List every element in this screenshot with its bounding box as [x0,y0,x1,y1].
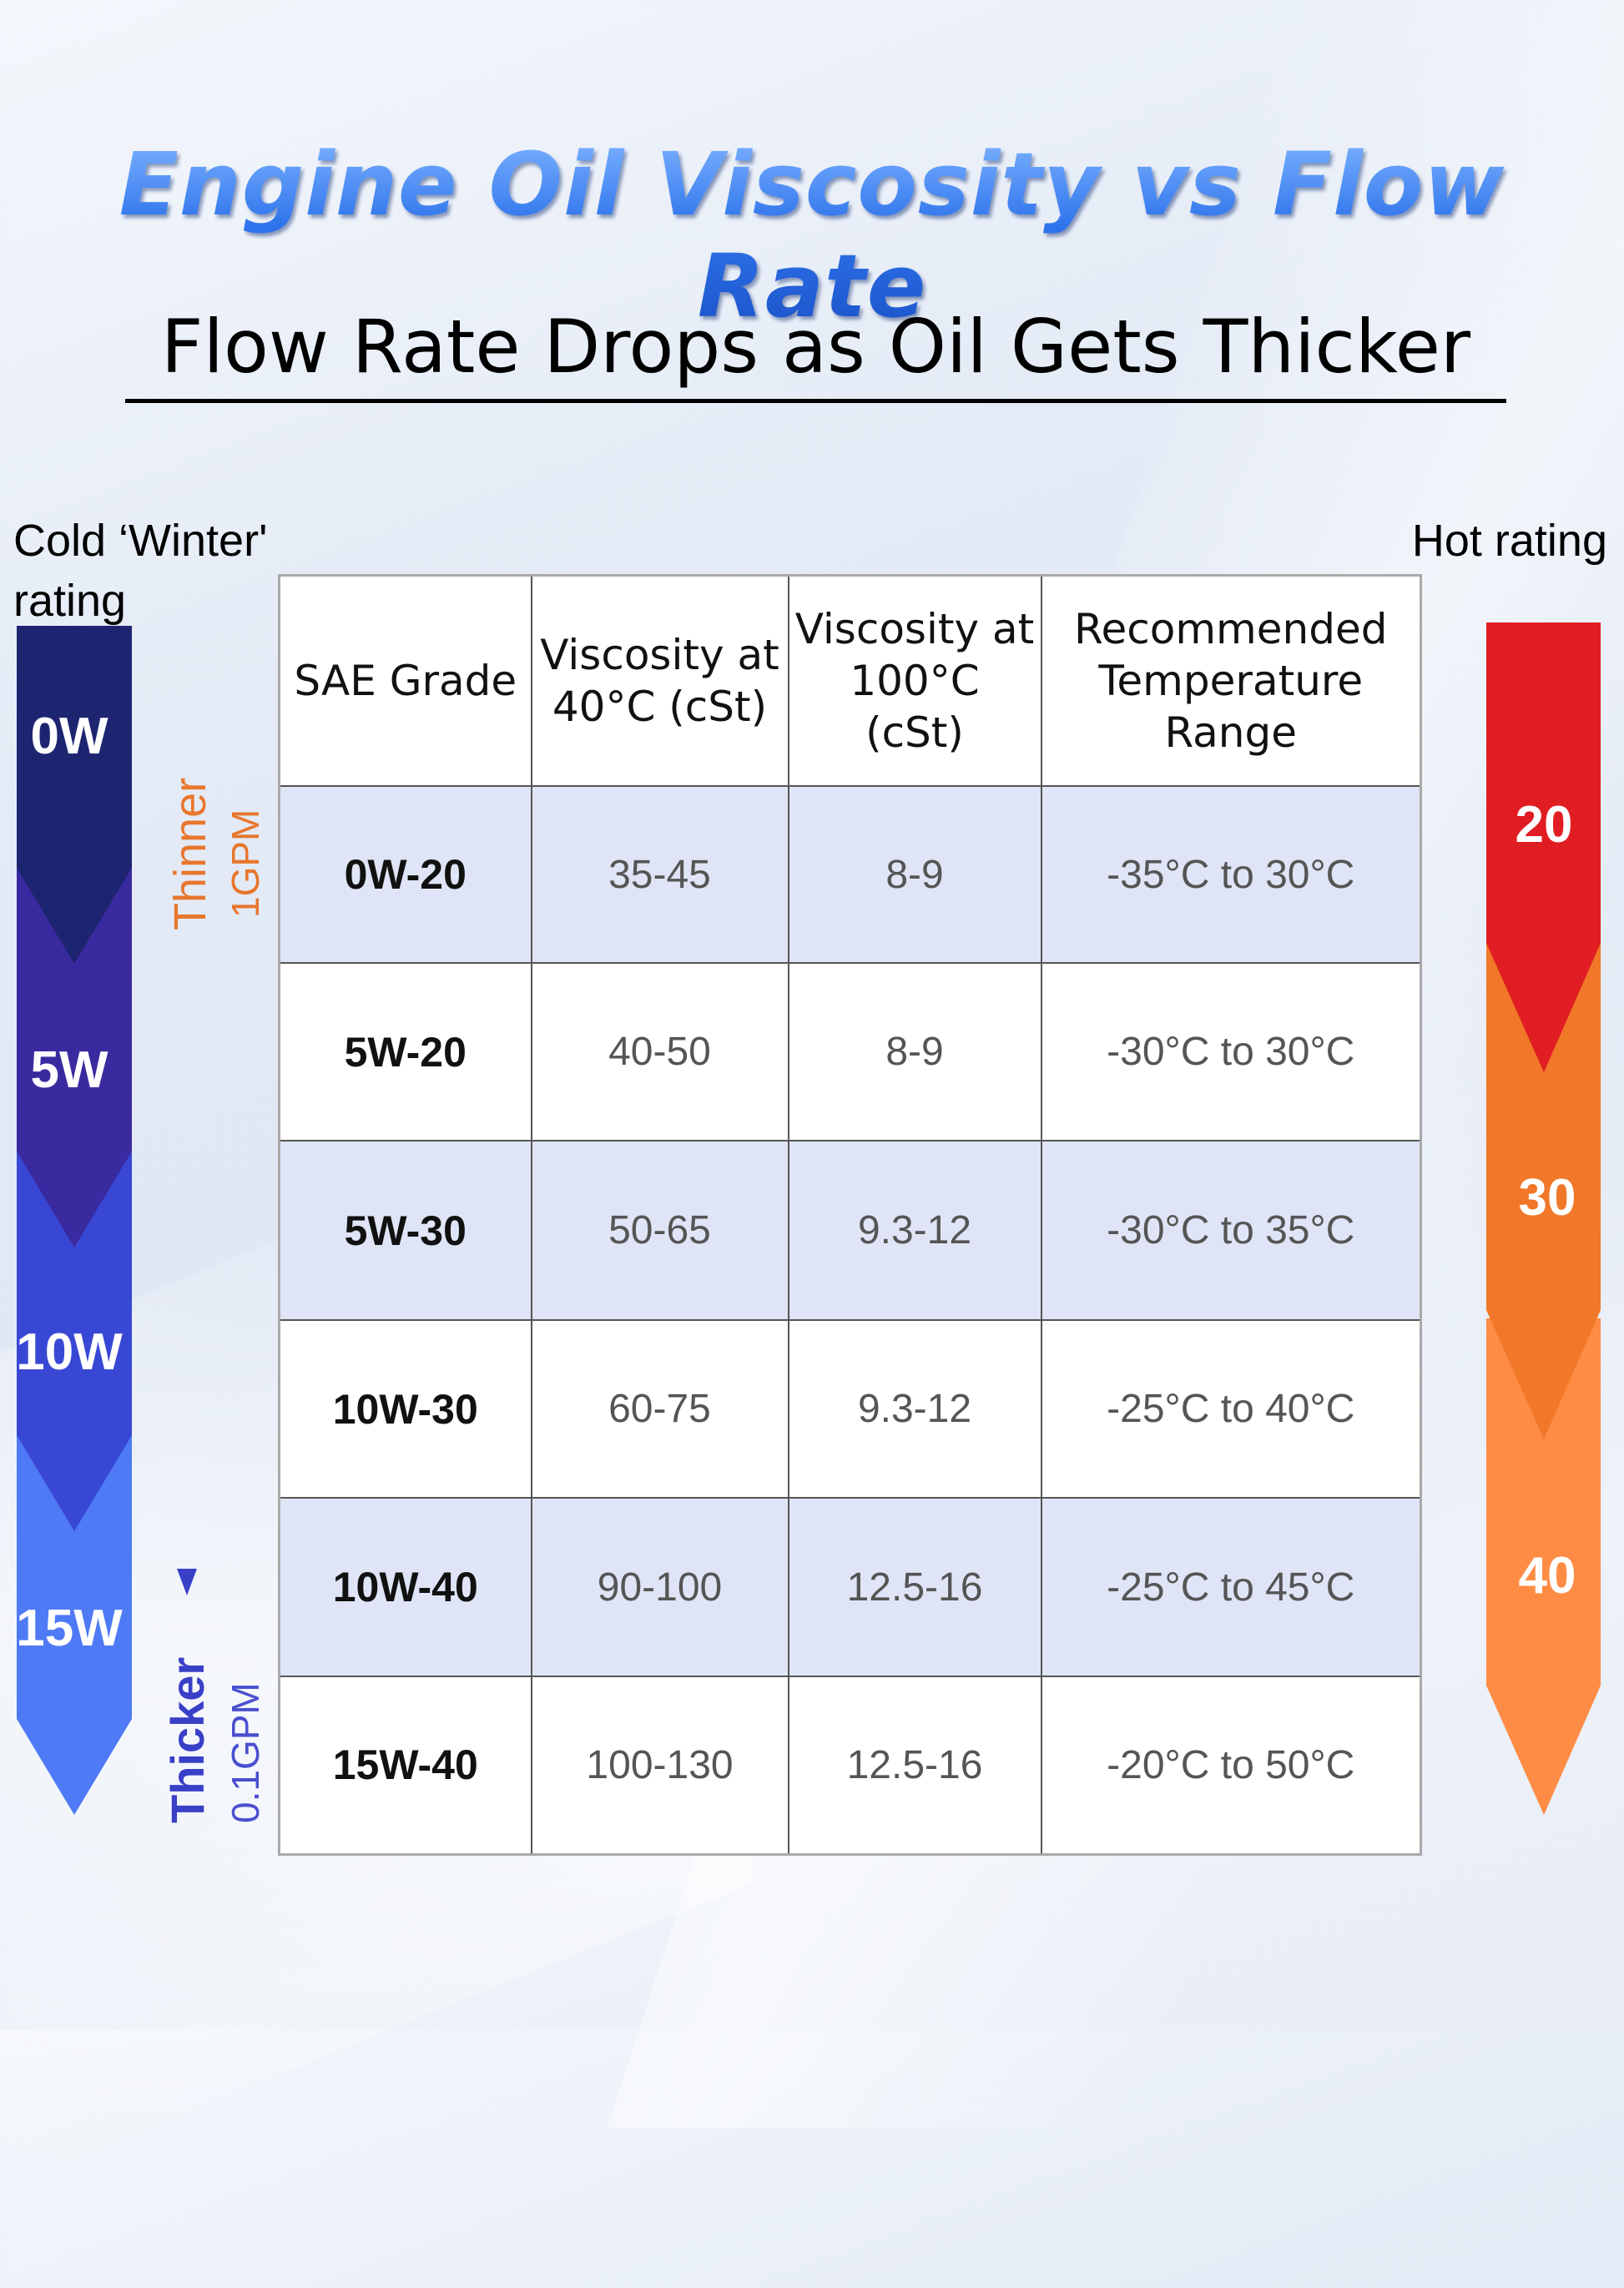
table-header-row: SAE Grade Viscosity at 40°C (cSt) Viscos… [278,574,1422,787]
cold-grade-label: 5W [31,1041,108,1099]
viscosity-40-cell: 60-75 [530,1319,789,1499]
temperature-range-cell: -35°C to 30°C [1040,785,1422,964]
hot-segment-20 [1486,622,1601,1072]
viscosity-100-cell: 9.3-12 [787,1140,1042,1321]
cold-segment-15w [17,1419,132,1815]
hot-grade-label: 40 [1519,1547,1576,1605]
cold-grade-label: 15W [16,1600,123,1657]
viscosity-100-cell: 12.5-16 [787,1497,1042,1677]
viscosity-40-cell: 50-65 [530,1140,789,1321]
hot-rating-arrow: 20 30 40 [1486,622,1601,1815]
thinner-rate: 1GPM [224,809,267,918]
temperature-range-cell: -20°C to 50°C [1040,1676,1422,1855]
thinner-label: Thinner [165,778,215,930]
subtitle: Flow Rate Drops as Oil Gets Thicker [125,300,1506,403]
temperature-range-cell: -30°C to 35°C [1040,1140,1422,1321]
hot-rating-label: Hot rating [1411,516,1607,566]
cold-grade-label: 10W [16,1323,123,1381]
thicker-label: Thicker [161,1657,214,1823]
flow-indicator: Thinner 1GPM Thicker 0.1GPM [161,778,267,1823]
hot-segment-30 [1486,943,1601,1439]
viscosity-40-cell: 40-50 [530,962,789,1141]
hot-segment-40 [1486,1318,1601,1815]
table-row: 0W-20 35-45 8-9 -35°C to 30°C [278,785,1422,964]
cold-segment-5w [17,868,132,1247]
sae-grade-cell: 10W-30 [278,1319,532,1499]
viscosity-100-cell: 8-9 [787,785,1042,964]
temperature-range-cell: -25°C to 40°C [1040,1319,1422,1499]
main-title: Engine Oil Viscosity vs Flow Rate [0,134,1624,337]
cold-segment-0w [17,626,132,964]
rating-arrows: 0W 5W 10W 15W Thinner 1GPM Thicker 0.1GP… [16,622,1601,1823]
sae-grade-cell: 15W-40 [278,1676,532,1855]
header-temperature-range: Recommended Temperature Range [1040,574,1422,787]
header-sae-grade: SAE Grade [278,574,532,787]
header-viscosity-40: Viscosity at 40°C (cSt) [530,574,789,787]
cold-rating-label: Cold ‘Winter' rating [13,516,268,626]
table-row: 10W-30 60-75 9.3-12 -25°C to 40°C [278,1319,1422,1499]
sae-grade-cell: 10W-40 [278,1497,532,1677]
hot-grade-label: 20 [1516,796,1573,854]
cold-grade-label: 0W [31,708,108,765]
viscosity-table: SAE Grade Viscosity at 40°C (cSt) Viscos… [278,574,1422,1856]
table-row: 5W-20 40-50 8-9 -30°C to 30°C [278,962,1422,1141]
header-viscosity-100: Viscosity at 100°C (cSt) [787,574,1042,787]
sae-grade-cell: 5W-20 [278,962,532,1141]
cold-rating-arrow: 0W 5W 10W 15W [16,626,132,1815]
viscosity-100-cell: 8-9 [787,962,1042,1141]
sae-grade-cell: 0W-20 [278,785,532,964]
temperature-range-cell: -30°C to 30°C [1040,962,1422,1141]
hot-grade-label: 30 [1519,1169,1576,1227]
viscosity-100-cell: 12.5-16 [787,1676,1042,1855]
cold-segment-10w [17,1147,132,1531]
thicker-rate: 0.1GPM [224,1682,267,1823]
viscosity-40-cell: 35-45 [530,785,789,964]
table-row: 5W-30 50-65 9.3-12 -30°C to 35°C [278,1140,1422,1321]
flow-arrow-head [177,1569,197,1595]
temperature-range-cell: -25°C to 45°C [1040,1497,1422,1677]
viscosity-40-cell: 100-130 [530,1676,789,1855]
sae-grade-cell: 5W-30 [278,1140,532,1321]
viscosity-40-cell: 90-100 [530,1497,789,1677]
viscosity-100-cell: 9.3-12 [787,1319,1042,1499]
table-row: 15W-40 100-130 12.5-16 -20°C to 50°C [278,1676,1422,1855]
table-row: 10W-40 90-100 12.5-16 -25°C to 45°C [278,1497,1422,1677]
